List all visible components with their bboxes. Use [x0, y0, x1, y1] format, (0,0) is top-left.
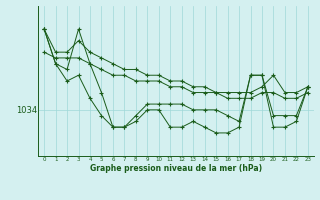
X-axis label: Graphe pression niveau de la mer (hPa): Graphe pression niveau de la mer (hPa) [90, 164, 262, 173]
